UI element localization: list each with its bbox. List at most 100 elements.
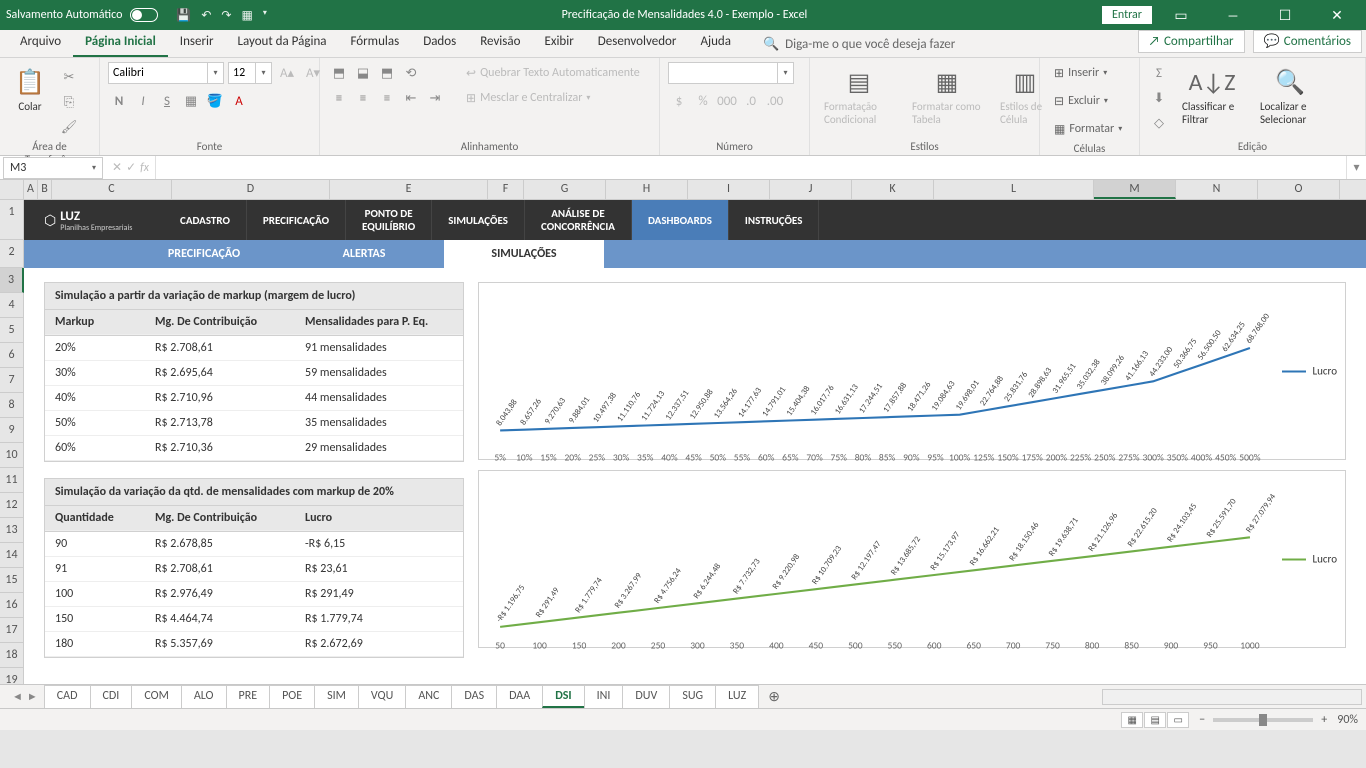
- signin-button[interactable]: Entrar: [1102, 6, 1152, 24]
- sheet-tab-das[interactable]: DAS: [451, 685, 497, 708]
- zoom-slider[interactable]: [1213, 718, 1313, 722]
- row-header-16[interactable]: 16: [0, 593, 24, 618]
- copy-icon[interactable]: ⎘: [58, 91, 80, 113]
- dash-tab-cadastro[interactable]: CADASTRO: [164, 200, 247, 240]
- row-header-15[interactable]: 15: [0, 568, 24, 593]
- ribbon-tab-página-inicial[interactable]: Página Inicial: [73, 29, 168, 57]
- dash-tab-instruções[interactable]: INSTRUÇÕES: [729, 200, 819, 240]
- underline-button[interactable]: S: [156, 90, 178, 112]
- zoom-level[interactable]: 90%: [1337, 713, 1358, 727]
- sheet-tab-cad[interactable]: CAD: [44, 685, 91, 708]
- wrap-text-button[interactable]: ↩Quebrar Texto Automaticamente: [460, 62, 646, 84]
- cut-icon[interactable]: ✂: [58, 66, 80, 88]
- align-top-icon[interactable]: ⬒: [328, 62, 350, 84]
- row-header-13[interactable]: 13: [0, 518, 24, 543]
- col-header-G[interactable]: G: [524, 180, 606, 199]
- bold-button[interactable]: N: [108, 90, 130, 112]
- subtab-simulações[interactable]: SIMULAÇÕES: [444, 240, 604, 268]
- col-header-F[interactable]: F: [488, 180, 524, 199]
- indent-dec-icon[interactable]: ⇤: [400, 87, 422, 109]
- row-header-17[interactable]: 17: [0, 618, 24, 643]
- border-icon[interactable]: ▦: [180, 90, 202, 112]
- dash-tab-ponto-de-equilíbrio[interactable]: PONTO DEEQUILÍBRIO: [346, 200, 432, 240]
- currency-icon[interactable]: $: [668, 90, 690, 112]
- subtab-precificação[interactable]: PRECIFICAÇÃO: [124, 240, 284, 268]
- font-name-combo[interactable]: ▾: [108, 62, 224, 84]
- ribbon-options-icon[interactable]: ▭: [1158, 0, 1204, 30]
- expand-formula-icon[interactable]: ▾: [1346, 156, 1366, 179]
- sheet-tab-dsi[interactable]: DSI: [542, 685, 584, 708]
- sheet-tab-anc[interactable]: ANC: [405, 685, 452, 708]
- close-icon[interactable]: ✕: [1314, 0, 1360, 30]
- ribbon-tab-arquivo[interactable]: Arquivo: [8, 29, 73, 57]
- zoom-in-icon[interactable]: +: [1321, 713, 1327, 727]
- ribbon-tab-desenvolvedor[interactable]: Desenvolvedor: [586, 29, 689, 57]
- minimize-icon[interactable]: ―: [1210, 0, 1256, 30]
- ribbon-tab-dados[interactable]: Dados: [411, 29, 468, 57]
- dec-dec-icon[interactable]: .00: [764, 90, 786, 112]
- row-header-7[interactable]: 7: [0, 368, 24, 393]
- col-header-B[interactable]: B: [38, 180, 52, 199]
- row-header-12[interactable]: 12: [0, 493, 24, 518]
- add-sheet-icon[interactable]: ⊕: [758, 688, 790, 705]
- ribbon-tab-revisão[interactable]: Revisão: [468, 29, 532, 57]
- save-icon[interactable]: 💾: [176, 8, 191, 23]
- row-header-4[interactable]: 4: [0, 293, 24, 318]
- col-header-I[interactable]: I: [688, 180, 770, 199]
- grow-font-icon[interactable]: A▴: [276, 62, 298, 84]
- comments-button[interactable]: 💬Comentários: [1253, 30, 1362, 53]
- align-mid-icon[interactable]: ⬓: [352, 62, 374, 84]
- sheet-nav-next-icon[interactable]: ►: [27, 690, 38, 703]
- percent-icon[interactable]: %: [692, 90, 714, 112]
- row-header-3[interactable]: 3: [0, 268, 24, 293]
- autosave-toggle[interactable]: [130, 8, 158, 22]
- row-header-9[interactable]: 9: [0, 418, 24, 443]
- cond-format-button[interactable]: ▤Formatação Condicional: [818, 62, 900, 130]
- align-bot-icon[interactable]: ⬒: [376, 62, 398, 84]
- align-left-icon[interactable]: ≡: [328, 87, 350, 109]
- redo-icon[interactable]: ↷: [221, 8, 231, 23]
- row-header-19[interactable]: 19: [0, 668, 24, 684]
- maximize-icon[interactable]: ☐: [1262, 0, 1308, 30]
- dash-tab-simulações[interactable]: SIMULAÇÕES: [432, 200, 525, 240]
- row-header-10[interactable]: 10: [0, 443, 24, 468]
- sheet-tab-poe[interactable]: POE: [269, 685, 315, 708]
- zoom-out-icon[interactable]: −: [1199, 713, 1205, 727]
- ribbon-tab-ajuda[interactable]: Ajuda: [688, 29, 743, 57]
- sheet-tab-luz[interactable]: LUZ: [715, 685, 759, 708]
- row-header-5[interactable]: 5: [0, 318, 24, 343]
- fill-icon[interactable]: ⬇: [1148, 87, 1170, 109]
- insert-cells-button[interactable]: ⊞Inserir▾: [1048, 62, 1113, 84]
- sort-filter-button[interactable]: A↓ZClassificar e Filtrar: [1176, 62, 1248, 130]
- comma-icon[interactable]: 000: [716, 90, 738, 112]
- fx-icon[interactable]: fx: [140, 161, 149, 175]
- clear-icon[interactable]: ◇: [1148, 112, 1170, 134]
- view-break-icon[interactable]: ▭: [1167, 712, 1189, 728]
- fill-color-icon[interactable]: 🪣: [204, 90, 226, 112]
- row-header-11[interactable]: 11: [0, 468, 24, 493]
- row-header-2[interactable]: 2: [0, 240, 24, 268]
- sheet-tab-daa[interactable]: DAA: [496, 685, 543, 708]
- cancel-formula-icon[interactable]: ✕: [112, 160, 122, 175]
- col-header-K[interactable]: K: [852, 180, 934, 199]
- view-normal-icon[interactable]: ▦: [1121, 712, 1143, 728]
- subtab-alertas[interactable]: ALERTAS: [284, 240, 444, 268]
- dash-tab-dashboards[interactable]: DASHBOARDS: [632, 200, 729, 240]
- undo-icon[interactable]: ↶: [201, 8, 211, 23]
- col-header-L[interactable]: L: [934, 180, 1094, 199]
- row-header-14[interactable]: 14: [0, 543, 24, 568]
- sum-icon[interactable]: Σ: [1148, 62, 1170, 84]
- sheet-nav-prev-icon[interactable]: ◄: [12, 690, 23, 703]
- sheet-tab-alo[interactable]: ALO: [181, 685, 227, 708]
- font-color-icon[interactable]: A: [228, 90, 250, 112]
- col-header-O[interactable]: O: [1258, 180, 1340, 199]
- format-table-button[interactable]: ▦Formatar como Tabela: [906, 62, 988, 130]
- sheet-tab-duv[interactable]: DUV: [622, 685, 670, 708]
- delete-cells-button[interactable]: ⊟Excluir▾: [1048, 90, 1114, 112]
- ribbon-tab-exibir[interactable]: Exibir: [532, 29, 585, 57]
- align-right-icon[interactable]: ≡: [376, 87, 398, 109]
- inc-dec-icon[interactable]: .0: [740, 90, 762, 112]
- format-painter-icon[interactable]: 🖌: [58, 116, 80, 138]
- share-button[interactable]: ↗Compartilhar: [1138, 30, 1245, 53]
- col-header-D[interactable]: D: [172, 180, 330, 199]
